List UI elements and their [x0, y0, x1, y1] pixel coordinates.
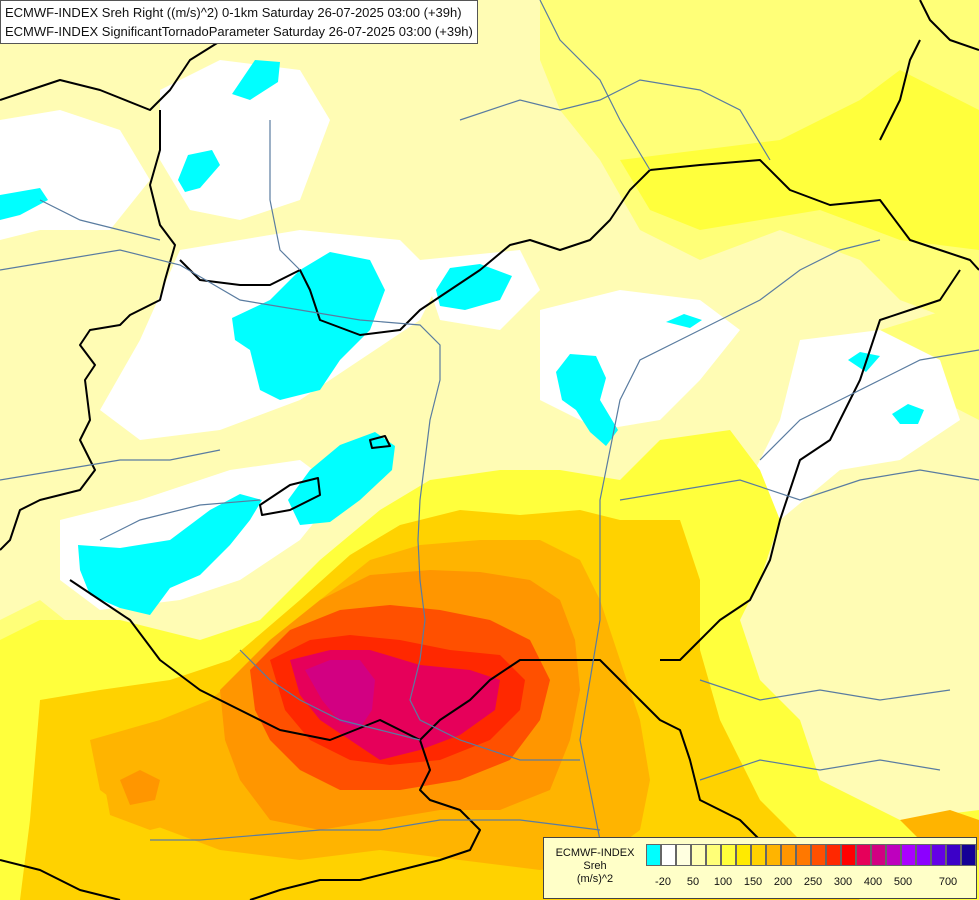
contour-purple-south	[305, 660, 375, 728]
cyan-patch-2	[178, 150, 220, 192]
legend-title: ECMWF-INDEX Sreh (m/s)^2	[550, 847, 640, 886]
legend-swatch	[781, 844, 796, 866]
contour-darkorange-west	[120, 770, 160, 805]
cyan-patch-11	[78, 494, 262, 615]
legend-swatch	[946, 844, 961, 866]
legend-title-line3: (m/s)^2	[576, 873, 614, 885]
legend-ticks: -20 50 100 150 200 250 300 400 500 700	[646, 876, 976, 892]
cyan-patch-3	[0, 188, 48, 220]
river-east-1	[619, 469, 979, 501]
white-region-northwest	[0, 110, 150, 240]
legend-swatch	[811, 844, 826, 866]
legend-swatch	[721, 844, 736, 866]
cyan-patch-1	[232, 60, 280, 100]
river-east-2	[759, 349, 979, 461]
legend-swatch	[871, 844, 886, 866]
border-southwest	[249, 739, 481, 900]
lake-small	[369, 435, 391, 449]
legend-tick-label: 150	[743, 876, 763, 888]
legend-swatch	[931, 844, 946, 866]
legend-swatch	[661, 844, 676, 866]
cyan-patch-4	[232, 252, 385, 400]
legend-swatch	[856, 844, 871, 866]
river-north-center	[269, 120, 301, 271]
border-south-far	[0, 859, 121, 900]
legend-swatch	[736, 844, 751, 866]
legend-swatch	[796, 844, 811, 866]
yellow-field-northeast-inner	[620, 70, 979, 250]
title-line-stp: ECMWF-INDEX SignificantTornadoParameter …	[5, 24, 473, 39]
border-east	[660, 269, 961, 661]
cyan-patch-7	[666, 314, 702, 328]
river-north-2	[459, 79, 771, 161]
cyan-patch-8	[848, 352, 880, 372]
cyan-patch-9	[892, 404, 924, 424]
river-north-1	[539, 0, 651, 171]
map-title-box: ECMWF-INDEX Sreh Right ((m/s)^2) 0-1km S…	[0, 0, 478, 44]
legend-swatch	[826, 844, 841, 866]
legend-tick-label: 100	[713, 876, 733, 888]
cyan-patch-6	[556, 354, 618, 446]
lake-balaton	[259, 477, 321, 516]
legend-tick-label: 400	[863, 876, 883, 888]
legend-swatch	[691, 844, 706, 866]
border-west	[0, 110, 176, 551]
legend-tick-label: 500	[893, 876, 913, 888]
river-sava	[150, 819, 601, 841]
border-south	[69, 579, 761, 841]
legend-swatch	[676, 844, 691, 866]
legend-swatch	[841, 844, 856, 866]
legend-tick-label: 300	[833, 876, 853, 888]
cyan-patch-10	[288, 432, 395, 525]
river-se	[699, 759, 941, 781]
legend-title-line1: ECMWF-INDEX	[555, 847, 635, 859]
border-center	[179, 159, 979, 336]
legend-swatch	[916, 844, 931, 866]
rivers	[0, 0, 979, 841]
border-ne	[919, 0, 979, 51]
river-nw	[39, 199, 161, 241]
legend-swatch	[646, 844, 661, 866]
legend-tick-label: 250	[803, 876, 823, 888]
legend-swatch	[961, 844, 976, 866]
river-west-2	[99, 499, 261, 541]
river-east-3	[699, 679, 951, 701]
legend-tick-label: 200	[773, 876, 793, 888]
legend-swatch	[751, 844, 766, 866]
river-danube	[0, 249, 580, 761]
legend-tick-label: -20	[655, 876, 671, 888]
river-drava	[239, 649, 421, 741]
legend-swatch	[706, 844, 721, 866]
legend-swatch	[766, 844, 781, 866]
border-north-east	[879, 39, 921, 141]
cyan-patch-5	[436, 264, 512, 310]
legend-swatch	[886, 844, 901, 866]
color-legend: ECMWF-INDEX Sreh (m/s)^2 -20 50 100 150 200 2…	[543, 837, 977, 899]
legend-tick-label: 50	[686, 876, 700, 888]
river-tisza	[579, 239, 881, 841]
legend-title-line2: Sreh	[583, 860, 607, 872]
legend-tick-label: 700	[938, 876, 958, 888]
title-line-sreh: ECMWF-INDEX Sreh Right ((m/s)^2) 0-1km S…	[5, 5, 462, 20]
river-west-1	[0, 449, 221, 481]
legend-swatch	[901, 844, 916, 866]
legend-swatches	[646, 844, 976, 866]
